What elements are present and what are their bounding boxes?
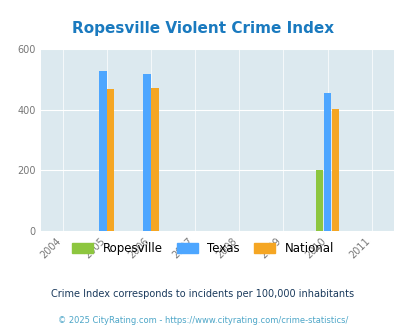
Bar <box>143 74 150 231</box>
Bar <box>107 89 114 231</box>
Text: Ropesville Violent Crime Index: Ropesville Violent Crime Index <box>72 21 333 36</box>
Text: © 2025 CityRating.com - https://www.cityrating.com/crime-statistics/: © 2025 CityRating.com - https://www.city… <box>58 316 347 325</box>
Text: Crime Index corresponds to incidents per 100,000 inhabitants: Crime Index corresponds to incidents per… <box>51 289 354 299</box>
Bar <box>99 71 106 231</box>
Bar <box>151 87 158 231</box>
Bar <box>323 93 330 231</box>
Bar <box>331 109 338 231</box>
Bar <box>315 171 322 231</box>
Legend: Ropesville, Texas, National: Ropesville, Texas, National <box>67 237 338 260</box>
